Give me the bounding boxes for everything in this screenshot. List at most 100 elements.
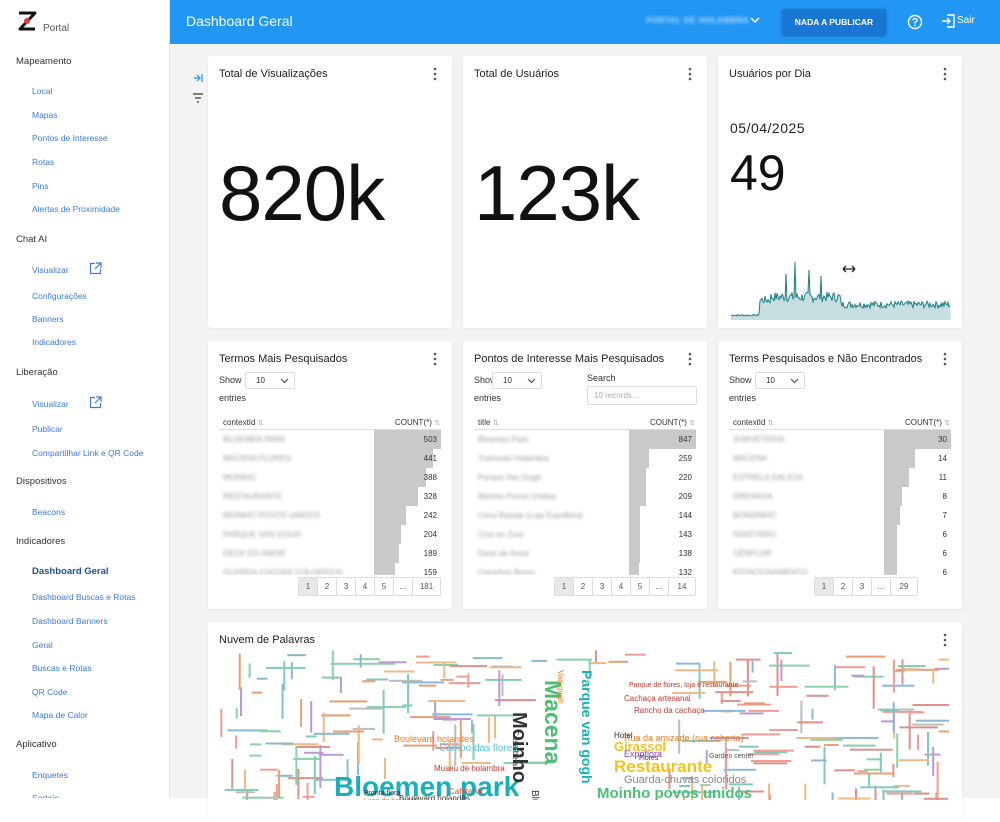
cloud-word: Boulevard holandês — [399, 794, 470, 801]
filter-icon[interactable] — [192, 92, 204, 104]
sidebar-item[interactable]: Buscas e Rotas — [32, 663, 92, 673]
sidebar-item[interactable]: Configurações — [32, 291, 87, 301]
chevron-down-icon[interactable] — [750, 15, 760, 25]
page-button[interactable]: 2 — [574, 578, 593, 595]
sidebar-item[interactable]: Sorteio — [32, 793, 59, 798]
page-button[interactable]: 1 — [555, 578, 574, 595]
collapse-sidebar-icon[interactable] — [192, 72, 204, 84]
sidebar-item[interactable]: Visualizar — [32, 399, 69, 409]
page-button[interactable]: 5 — [631, 578, 650, 595]
more-options-icon[interactable] — [943, 633, 947, 647]
entries-select[interactable]: 10 — [755, 372, 805, 389]
sidebar-item[interactable]: Local — [32, 86, 53, 96]
table-row[interactable]: RESTAURANTE 328 — [219, 487, 441, 506]
sidebar-item[interactable]: Indicadores — [32, 337, 76, 347]
logout-icon[interactable] — [941, 14, 955, 28]
column-header[interactable]: contextId ⇅ — [223, 418, 264, 427]
table-row[interactable]: DRENAGA 8 — [729, 487, 951, 506]
page-button[interactable]: 181 — [419, 582, 434, 591]
sidebar-item[interactable]: Rotas — [32, 157, 55, 167]
page-button[interactable]: 14 — [677, 582, 687, 591]
sidebar-item[interactable]: Enquetes — [32, 770, 68, 780]
table-row[interactable]: Moinho Povos Unidos 209 — [474, 487, 696, 506]
column-header-label: COUNT(*) — [650, 418, 687, 427]
page-button[interactable]: ... — [394, 578, 413, 595]
help-icon[interactable] — [907, 14, 923, 30]
table-row[interactable]: Parque Van Gogh 220 — [474, 468, 696, 487]
table-row[interactable]: MACENA FLORES 441 — [219, 449, 441, 468]
table-row[interactable]: Cow en Zuur 143 — [474, 525, 696, 544]
page-button[interactable]: ... — [872, 578, 891, 595]
row-label: DRENAGA — [733, 492, 773, 501]
sidebar-item[interactable]: Publicar — [32, 424, 63, 434]
table-row[interactable]: Cima Bazaar (Loja Expoflora) 144 — [474, 506, 696, 525]
page-button[interactable]: 4 — [612, 578, 631, 595]
column-header[interactable]: title ⇅ — [478, 418, 499, 427]
table-row[interactable]: SORVETERIA 30 — [729, 430, 951, 449]
page-button[interactable]: 2 — [834, 578, 853, 595]
page-button[interactable]: 3 — [593, 578, 612, 595]
entries-select[interactable]: 10 — [245, 372, 295, 389]
daily-users-sparkline[interactable] — [730, 256, 952, 320]
column-header[interactable]: COUNT(*) ⇅ — [650, 418, 695, 427]
page-button[interactable]: 3 — [337, 578, 356, 595]
more-options-icon[interactable] — [688, 352, 692, 366]
page-button[interactable]: 5 — [375, 578, 394, 595]
table-row[interactable]: Bloemen Park 847 — [474, 430, 696, 449]
sidebar-item[interactable]: Pins — [32, 181, 49, 191]
entries-select[interactable]: 10 — [492, 372, 542, 389]
table-row[interactable]: MOINHO 388 — [219, 468, 441, 487]
external-link-icon[interactable] — [89, 262, 102, 275]
table-row[interactable]: Deon de Amor 138 — [474, 544, 696, 563]
table-row[interactable]: MACENA 14 — [729, 449, 951, 468]
table-row[interactable]: Carrefour Bravo 132 — [474, 563, 696, 575]
more-options-icon[interactable] — [943, 67, 947, 81]
table-row[interactable]: ESTRELA GALICIA 11 — [729, 468, 951, 487]
row-label: Carrefour Bravo — [478, 568, 535, 575]
sidebar-item[interactable]: Pontos de Interesse — [32, 133, 108, 143]
table-row[interactable]: Tramonto Holambra 259 — [474, 449, 696, 468]
sidebar-item[interactable]: Dashboard Buscas e Rotas — [32, 592, 136, 602]
row-count: 144 — [678, 511, 692, 520]
page-button[interactable]: 29 — [899, 582, 909, 591]
page-button[interactable]: 3 — [853, 578, 872, 595]
table-row[interactable]: SANITÁRIO 6 — [729, 525, 951, 544]
sidebar-item[interactable]: Mapas — [32, 110, 58, 120]
publish-button[interactable]: NADA A PUBLICAR — [782, 9, 886, 35]
sidebar-item[interactable]: Dashboard Geral — [32, 566, 109, 577]
table-row[interactable]: PARQUE VAN GOGH 204 — [219, 525, 441, 544]
table-row[interactable]: GUARDA-CHUVAS COLORIDOS 159 — [219, 563, 441, 575]
search-input[interactable]: 10 records... — [587, 386, 697, 405]
column-header[interactable]: COUNT(*) ⇅ — [395, 418, 440, 427]
more-options-icon[interactable] — [433, 67, 437, 81]
page-button[interactable]: ... — [650, 578, 669, 595]
logout-button[interactable]: Sair — [957, 15, 975, 26]
table-row[interactable]: BONDINHO 7 — [729, 506, 951, 525]
sidebar-item[interactable]: Alertas de Proximidade — [32, 204, 120, 214]
sidebar-item[interactable]: Geral — [32, 640, 53, 650]
more-options-icon[interactable] — [688, 67, 692, 81]
table-row[interactable]: DECK DO AMOR 189 — [219, 544, 441, 563]
sidebar-item[interactable]: Dashboard Banners — [32, 616, 108, 626]
page-button[interactable]: 1 — [299, 578, 318, 595]
org-selector[interactable]: PORTAL DE HOLAMBRA — [646, 16, 750, 25]
table-row[interactable]: BLOEMEN PARK 503 — [219, 430, 441, 449]
external-link-icon[interactable] — [89, 396, 102, 409]
page-button[interactable]: 2 — [318, 578, 337, 595]
page-button[interactable]: 4 — [356, 578, 375, 595]
sidebar-item[interactable]: Compartilhar Link e QR Code — [32, 448, 144, 458]
sidebar-item[interactable]: QR Code — [32, 687, 68, 697]
sidebar-item[interactable]: Beacons — [32, 507, 66, 517]
word-cloud-card: Nuvem de Palavras Bloemen park Restaurant… — [208, 622, 962, 822]
sidebar-item[interactable]: Banners — [32, 314, 64, 324]
more-options-icon[interactable] — [433, 352, 437, 366]
table-row[interactable]: CÊNFLOR 6 — [729, 544, 951, 563]
more-options-icon[interactable] — [943, 352, 947, 366]
sidebar-item[interactable]: Mapa de Calor — [32, 710, 88, 720]
column-header[interactable]: COUNT(*) ⇅ — [905, 418, 950, 427]
page-button[interactable]: 1 — [815, 578, 834, 595]
table-row[interactable]: MOINHO POVOS UNIDOS 242 — [219, 506, 441, 525]
table-row[interactable]: ESTACIONAMENTO 6 — [729, 563, 951, 575]
column-header[interactable]: contextId ⇅ — [733, 418, 774, 427]
sidebar-item[interactable]: Visualizar — [32, 265, 69, 275]
